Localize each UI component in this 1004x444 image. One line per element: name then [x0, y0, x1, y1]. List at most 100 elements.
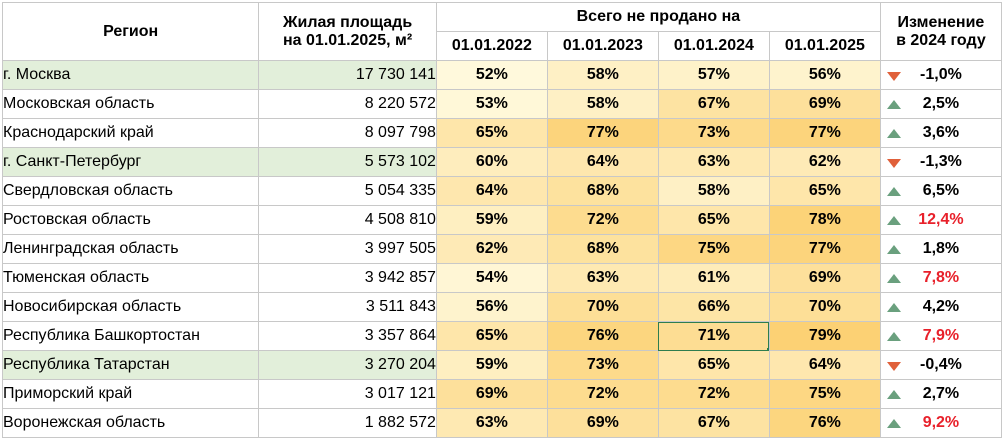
area-cell[interactable]: 4 508 810 — [258, 205, 437, 235]
change-cell[interactable]: 6,5% — [879, 176, 1003, 206]
pct-cell-2025[interactable]: 79% — [768, 321, 881, 351]
pct-cell-2023[interactable]: 76% — [546, 321, 659, 351]
area-cell[interactable]: 8 097 798 — [258, 118, 437, 148]
change-cell[interactable]: -0,4% — [879, 350, 1003, 380]
pct-cell-2024[interactable]: 67% — [657, 89, 770, 119]
pct-cell-2025[interactable]: 69% — [768, 89, 881, 119]
pct-cell-2022[interactable]: 59% — [435, 205, 548, 235]
region-cell[interactable]: Ростовская область — [1, 205, 260, 235]
pct-cell-2023[interactable]: 68% — [546, 176, 659, 206]
area-cell[interactable]: 3 357 864 — [258, 321, 437, 351]
pct-cell-2024[interactable]: 73% — [657, 118, 770, 148]
pct-cell-2025[interactable]: 62% — [768, 147, 881, 177]
pct-cell-2024[interactable]: 67% — [657, 408, 770, 438]
pct-cell-2025[interactable]: 76% — [768, 408, 881, 438]
region-cell[interactable]: Краснодарский край — [1, 118, 260, 148]
area-cell[interactable]: 3 270 204 — [258, 350, 437, 380]
pct-cell-2022[interactable]: 69% — [435, 379, 548, 409]
change-header[interactable]: Изменение в 2024 году — [879, 2, 1003, 61]
pct-cell-2024[interactable]: 57% — [657, 60, 770, 90]
pct-cell-2025[interactable]: 69% — [768, 263, 881, 293]
pct-cell-2025[interactable]: 77% — [768, 118, 881, 148]
pct-cell-2024[interactable]: 75% — [657, 234, 770, 264]
change-cell[interactable]: 4,2% — [879, 292, 1003, 322]
region-cell[interactable]: Республика Башкортостан — [1, 321, 260, 351]
pct-cell-2024[interactable]: 61% — [657, 263, 770, 293]
area-header[interactable]: Жилая площадь на 01.01.2025, м² — [258, 2, 437, 61]
region-cell[interactable]: Свердловская область — [1, 176, 260, 206]
pct-cell-2022[interactable]: 65% — [435, 118, 548, 148]
pct-cell-2025[interactable]: 78% — [768, 205, 881, 235]
pct-cell-2022[interactable]: 52% — [435, 60, 548, 90]
area-cell[interactable]: 3 511 843 — [258, 292, 437, 322]
unsold-header[interactable]: Всего не продано на — [435, 2, 881, 32]
region-cell[interactable]: Ленинградская область — [1, 234, 260, 264]
change-cell[interactable]: 12,4% — [879, 205, 1003, 235]
area-cell[interactable]: 5 054 335 — [258, 176, 437, 206]
region-cell[interactable]: Тюменская область — [1, 263, 260, 293]
area-cell[interactable]: 17 730 141 — [258, 60, 437, 90]
date-header-2024[interactable]: 01.01.2024 — [657, 31, 770, 61]
pct-cell-2023[interactable]: 63% — [546, 263, 659, 293]
pct-cell-2023[interactable]: 73% — [546, 350, 659, 380]
pct-cell-2025[interactable]: 65% — [768, 176, 881, 206]
change-cell[interactable]: 9,2% — [879, 408, 1003, 438]
date-header-2025[interactable]: 01.01.2025 — [768, 31, 881, 61]
pct-cell-2022[interactable]: 60% — [435, 147, 548, 177]
pct-cell-2024[interactable]: 72% — [657, 379, 770, 409]
pct-cell-2022[interactable]: 53% — [435, 89, 548, 119]
pct-cell-2024[interactable]: 66% — [657, 292, 770, 322]
area-cell[interactable]: 5 573 102 — [258, 147, 437, 177]
pct-cell-2022[interactable]: 63% — [435, 408, 548, 438]
pct-cell-2025[interactable]: 70% — [768, 292, 881, 322]
pct-cell-2022[interactable]: 59% — [435, 350, 548, 380]
change-cell[interactable]: 1,8% — [879, 234, 1003, 264]
change-cell[interactable]: 7,8% — [879, 263, 1003, 293]
date-header-2022[interactable]: 01.01.2022 — [435, 31, 548, 61]
change-cell[interactable]: -1,0% — [879, 60, 1003, 90]
pct-cell-2023[interactable]: 58% — [546, 60, 659, 90]
region-cell[interactable]: Новосибирская область — [1, 292, 260, 322]
pct-cell-2022[interactable]: 65% — [435, 321, 548, 351]
fill-handle[interactable] — [766, 348, 769, 350]
pct-cell-2023[interactable]: 72% — [546, 205, 659, 235]
pct-cell-2025[interactable]: 64% — [768, 350, 881, 380]
region-header[interactable]: Регион — [1, 2, 260, 61]
area-cell[interactable]: 3 942 857 — [258, 263, 437, 293]
area-cell[interactable]: 8 220 572 — [258, 89, 437, 119]
pct-cell-2023[interactable]: 68% — [546, 234, 659, 264]
region-cell[interactable]: Воронежская область — [1, 408, 260, 438]
pct-cell-2022[interactable]: 64% — [435, 176, 548, 206]
change-cell[interactable]: 2,5% — [879, 89, 1003, 119]
change-cell[interactable]: 7,9% — [879, 321, 1003, 351]
pct-cell-2025[interactable]: 75% — [768, 379, 881, 409]
pct-cell-2024[interactable]: 65% — [657, 350, 770, 380]
pct-cell-2022[interactable]: 54% — [435, 263, 548, 293]
pct-cell-2023[interactable]: 72% — [546, 379, 659, 409]
pct-cell-2023[interactable]: 64% — [546, 147, 659, 177]
pct-cell-2022[interactable]: 56% — [435, 292, 548, 322]
pct-cell-2023[interactable]: 70% — [546, 292, 659, 322]
pct-cell-2025[interactable]: 56% — [768, 60, 881, 90]
change-cell[interactable]: -1,3% — [879, 147, 1003, 177]
change-cell[interactable]: 2,7% — [879, 379, 1003, 409]
region-cell[interactable]: г. Санкт-Петербург — [1, 147, 260, 177]
region-cell[interactable]: Приморский край — [1, 379, 260, 409]
region-cell[interactable]: Республика Татарстан — [1, 350, 260, 380]
change-cell[interactable]: 3,6% — [879, 118, 1003, 148]
pct-cell-2024[interactable]: 65% — [657, 205, 770, 235]
pct-cell-2023[interactable]: 69% — [546, 408, 659, 438]
area-cell[interactable]: 1 882 572 — [258, 408, 437, 438]
pct-cell-2023[interactable]: 58% — [546, 89, 659, 119]
pct-cell-2025[interactable]: 77% — [768, 234, 881, 264]
area-cell[interactable]: 3 997 505 — [258, 234, 437, 264]
pct-cell-2023[interactable]: 77% — [546, 118, 659, 148]
date-header-2023[interactable]: 01.01.2023 — [546, 31, 659, 61]
pct-cell-2024[interactable]: 58% — [657, 176, 770, 206]
pct-cell-2022[interactable]: 62% — [435, 234, 548, 264]
region-cell[interactable]: г. Москва — [1, 60, 260, 90]
selected-cell[interactable]: 71% — [657, 321, 770, 351]
pct-cell-2024[interactable]: 63% — [657, 147, 770, 177]
region-cell[interactable]: Московская область — [1, 89, 260, 119]
area-cell[interactable]: 3 017 121 — [258, 379, 437, 409]
